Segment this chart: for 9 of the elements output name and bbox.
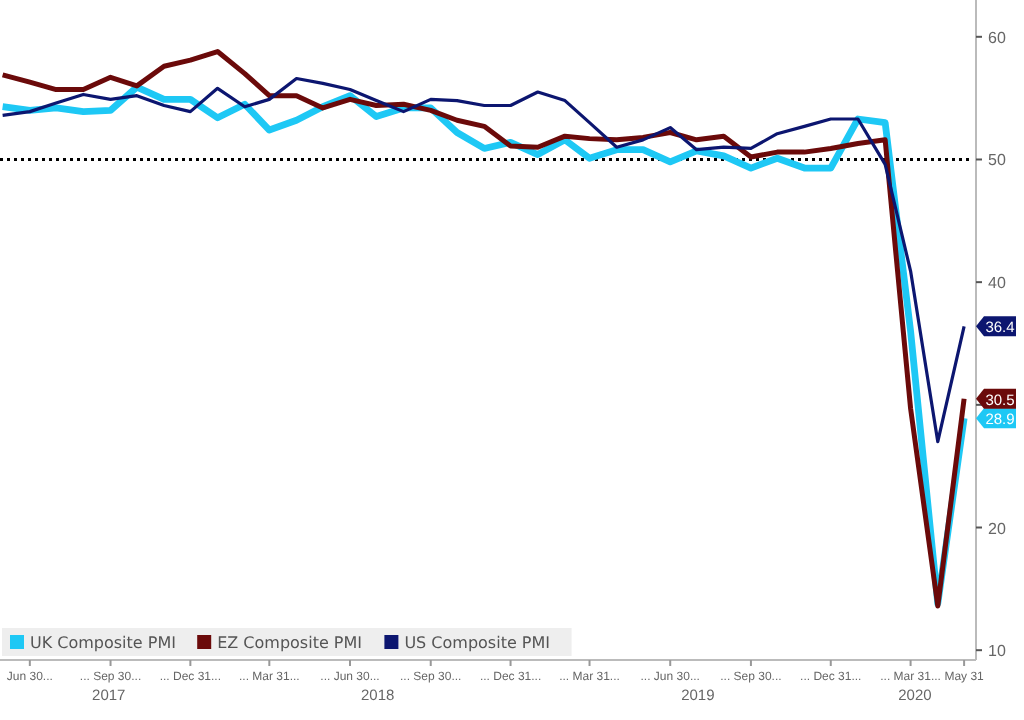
y-tick-label: 40 bbox=[988, 274, 1007, 293]
y-tick-label: 10 bbox=[988, 642, 1007, 661]
y-tick-label: 50 bbox=[988, 151, 1007, 170]
legend-label: US Composite PMI bbox=[404, 634, 551, 652]
y-tick-label: 20 bbox=[988, 519, 1007, 538]
line-series bbox=[1, 76, 966, 444]
y-tick-label: 60 bbox=[988, 28, 1007, 47]
legend-label: UK Composite PMI bbox=[30, 634, 176, 652]
legend-label: EZ Composite PMI bbox=[217, 634, 363, 652]
